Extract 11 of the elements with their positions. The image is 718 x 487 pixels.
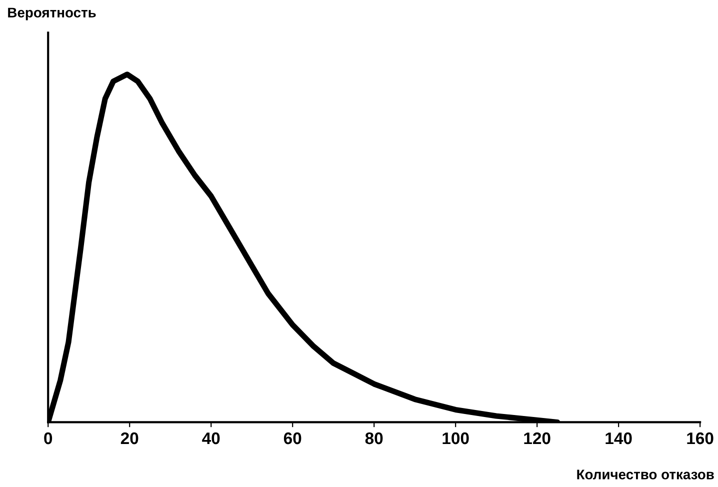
x-tick-label: 80 <box>365 432 383 444</box>
x-tick-label: 20 <box>120 432 138 444</box>
x-tick-label: 60 <box>284 432 302 444</box>
x-tick-label: 140 <box>606 432 632 444</box>
x-tick-label: 100 <box>442 432 469 444</box>
x-tick-label: 0 <box>44 432 52 444</box>
x-tick-label: 160 <box>687 432 714 444</box>
x-tick-label: 40 <box>202 432 220 444</box>
y-axis-title: Вероятность <box>8 8 96 20</box>
x-axis-title: Количество отказов <box>577 470 714 480</box>
x-tick-label: 120 <box>524 432 550 444</box>
